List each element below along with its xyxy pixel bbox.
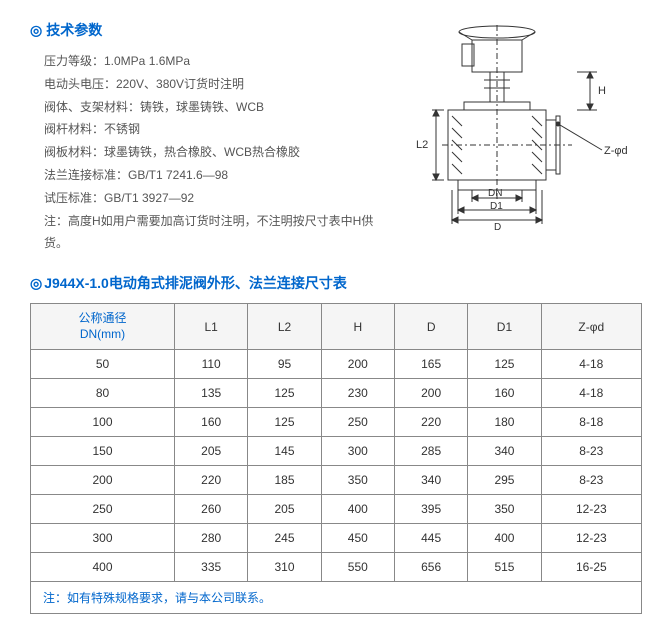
table-cell: 445 <box>394 524 467 553</box>
dim-d-label: D <box>494 222 501 233</box>
top-section: 技术参数 压力等级：1.0MPa 1.6MPa 电动头电压：220V、380V订… <box>30 20 642 255</box>
table-cell: 220 <box>394 408 467 437</box>
table-header-row: 公称通径 DN(mm) L1 L2 H D D1 Z-φd <box>31 304 642 350</box>
table-row: 25026020540039535012-23 <box>31 495 642 524</box>
table-cell: 160 <box>468 379 541 408</box>
table-cell: 450 <box>321 524 394 553</box>
table-cell: 300 <box>321 437 394 466</box>
table-cell: 4-18 <box>541 350 641 379</box>
table-cell: 395 <box>394 495 467 524</box>
table-cell: 400 <box>31 553 175 582</box>
table-cell: 400 <box>468 524 541 553</box>
table-cell: 165 <box>394 350 467 379</box>
spec-line: 电动头电压：220V、380V订货时注明 <box>44 73 382 96</box>
table-row: 40033531055065651516-25 <box>31 553 642 582</box>
table-cell: 250 <box>321 408 394 437</box>
table-cell: 50 <box>31 350 175 379</box>
spec-line: 阀体、支架材料：铸铁，球墨铸铁、WCB <box>44 96 382 119</box>
table-row: 1502051453002853408-23 <box>31 437 642 466</box>
spec-line: 注：高度H如用户需要加高订货时注明，不注明按尺寸表中H供货。 <box>44 210 382 256</box>
table-cell: 340 <box>394 466 467 495</box>
col-d: D <box>394 304 467 350</box>
table-cell: 125 <box>248 379 321 408</box>
table-cell: 350 <box>468 495 541 524</box>
table-cell: 200 <box>31 466 175 495</box>
dim-d1-label: D1 <box>490 201 503 212</box>
table-cell: 400 <box>321 495 394 524</box>
table-cell: 260 <box>175 495 248 524</box>
table-cell: 200 <box>321 350 394 379</box>
table-cell: 145 <box>248 437 321 466</box>
table-title: J944X-1.0电动角式排泥阀外形、法兰连接尺寸表 <box>30 273 642 293</box>
table-cell: 110 <box>175 350 248 379</box>
specs-title: 技术参数 <box>30 20 382 40</box>
table-cell: 16-25 <box>541 553 641 582</box>
table-cell: 150 <box>31 437 175 466</box>
col-l1: L1 <box>175 304 248 350</box>
table-cell: 80 <box>31 379 175 408</box>
table-note-row: 注：如有特殊规格要求，请与本公司联系。 <box>31 582 642 614</box>
table-cell: 95 <box>248 350 321 379</box>
spec-line: 法兰连接标准：GB/T1 7241.6—98 <box>44 164 382 187</box>
table-cell: 8-23 <box>541 437 641 466</box>
table-cell: 230 <box>321 379 394 408</box>
table-cell: 125 <box>468 350 541 379</box>
table-cell: 125 <box>248 408 321 437</box>
table-cell: 12-23 <box>541 524 641 553</box>
table-cell: 656 <box>394 553 467 582</box>
table-cell: 4-18 <box>541 379 641 408</box>
dimensions-table: 公称通径 DN(mm) L1 L2 H D D1 Z-φd 5011095200… <box>30 303 642 614</box>
table-cell: 350 <box>321 466 394 495</box>
table-cell: 8-23 <box>541 466 641 495</box>
table-cell: 180 <box>468 408 541 437</box>
spec-line: 试压标准：GB/T1 3927—92 <box>44 187 382 210</box>
spec-line: 阀杆材料：不锈钢 <box>44 118 382 141</box>
table-cell: 205 <box>175 437 248 466</box>
col-zd: Z-φd <box>541 304 641 350</box>
dim-h-label: H <box>598 85 606 97</box>
table-cell: 100 <box>31 408 175 437</box>
table-cell: 285 <box>394 437 467 466</box>
table-cell: 250 <box>31 495 175 524</box>
table-cell: 220 <box>175 466 248 495</box>
table-cell: 200 <box>394 379 467 408</box>
table-cell: 245 <box>248 524 321 553</box>
table-row: 1001601252502201808-18 <box>31 408 642 437</box>
table-cell: 8-18 <box>541 408 641 437</box>
table-cell: 280 <box>175 524 248 553</box>
table-cell: 515 <box>468 553 541 582</box>
col-h: H <box>321 304 394 350</box>
table-cell: 310 <box>248 553 321 582</box>
dim-zd-label: Z-φd <box>604 145 628 157</box>
technical-diagram: H L2 Z-φd DN D1 D <box>402 20 642 240</box>
col-d1: D1 <box>468 304 541 350</box>
table-cell: 300 <box>31 524 175 553</box>
spec-line: 阀板材料：球墨铸铁，热合橡胶、WCB热合橡胶 <box>44 141 382 164</box>
table-row: 801351252302001604-18 <box>31 379 642 408</box>
table-cell: 160 <box>175 408 248 437</box>
table-cell: 550 <box>321 553 394 582</box>
col-l2: L2 <box>248 304 321 350</box>
table-cell: 295 <box>468 466 541 495</box>
col-dn: 公称通径 DN(mm) <box>31 304 175 350</box>
table-cell: 12-23 <box>541 495 641 524</box>
table-row: 50110952001651254-18 <box>31 350 642 379</box>
table-row: 2002201853503402958-23 <box>31 466 642 495</box>
dim-dn-label: DN <box>488 188 502 199</box>
spec-line: 压力等级：1.0MPa 1.6MPa <box>44 50 382 73</box>
dim-l2-label: L2 <box>416 139 428 151</box>
table-row: 30028024545044540012-23 <box>31 524 642 553</box>
table-cell: 335 <box>175 553 248 582</box>
table-cell: 205 <box>248 495 321 524</box>
table-cell: 135 <box>175 379 248 408</box>
table-note: 注：如有特殊规格要求，请与本公司联系。 <box>31 582 642 614</box>
table-cell: 185 <box>248 466 321 495</box>
table-cell: 340 <box>468 437 541 466</box>
specs-block: 技术参数 压力等级：1.0MPa 1.6MPa 电动头电压：220V、380V订… <box>30 20 382 255</box>
